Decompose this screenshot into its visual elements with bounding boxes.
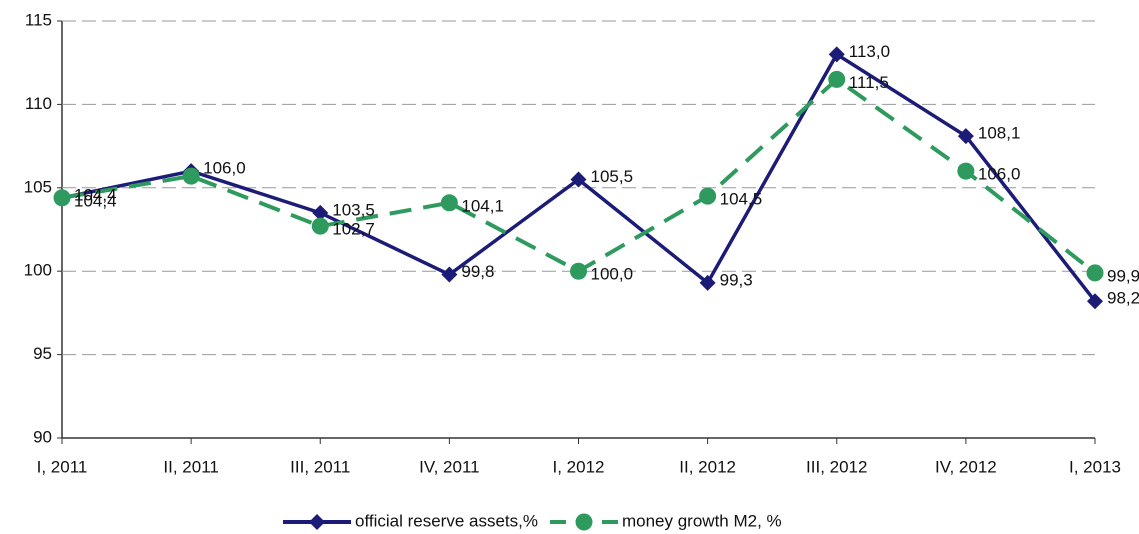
legend-label: official reserve assets,% [355,511,538,530]
data-point [440,194,458,212]
data-point [699,187,717,205]
data-point [570,171,587,188]
y-tick-label: 95 [33,344,52,363]
x-tick-label: I, 2011 [37,457,88,476]
x-tick-label: I, 2012 [553,457,605,476]
x-tick-label: III, 2011 [290,457,350,476]
x-tick-label: IV, 2011 [419,457,480,476]
data-point [570,262,587,280]
data-label: 104,5 [720,190,763,209]
data-label: 99,9 [1107,266,1139,285]
y-tick-label: 100 [24,261,52,280]
y-tick-label: 115 [25,10,52,29]
data-point [312,204,329,221]
x-tick-label: III, 2012 [806,457,867,476]
data-label: 106,0 [203,159,246,178]
x-tick-label: II, 2012 [679,457,736,476]
data-point [828,70,846,88]
data-label: 104,4 [74,191,117,210]
x-tick-label: II, 2011 [163,457,218,476]
legend-label: money growth M2, % [622,511,782,530]
data-point [1086,264,1104,282]
data-label: 103,5 [332,200,375,219]
data-label: 105,5 [591,167,634,186]
data-point [1087,293,1103,310]
data-point [699,274,716,291]
data-label: 104,1 [461,196,504,215]
data-label: 99,3 [720,270,753,289]
data-point [311,217,329,235]
data-point [441,266,458,283]
data-point [828,46,845,63]
x-tick-label: IV, 2012 [935,457,997,476]
legend-marker [575,513,593,531]
y-tick-label: 110 [25,94,52,113]
data-label: 111,5 [849,73,889,92]
data-label: 98,2 [1107,289,1139,308]
data-point [53,189,71,207]
data-label: 99,8 [461,262,494,281]
data-label: 106,0 [978,165,1021,184]
data-label: 113,0 [849,42,890,61]
data-point [957,128,974,145]
data-point [182,167,200,185]
data-point [957,162,975,180]
data-label: 100,0 [591,265,634,284]
data-label: 104,4 [74,185,117,204]
legend-marker [309,514,325,530]
data-label: 102,7 [332,220,375,239]
data-label: 108,1 [978,124,1021,143]
y-tick-label: 105 [24,177,52,196]
x-tick-label: I, 2013 [1069,457,1121,476]
y-tick-label: 90 [33,427,52,446]
